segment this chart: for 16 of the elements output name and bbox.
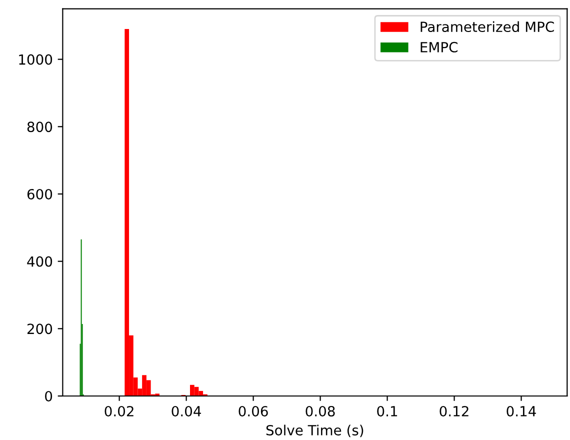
x-axis-title: Solve Time (s) <box>266 424 364 438</box>
y-tick-label: 200 <box>27 324 52 334</box>
y-tick-label: 800 <box>27 122 52 132</box>
x-tick-label: 0.08 <box>306 406 335 416</box>
legend-label: Parameterized MPC <box>420 21 554 32</box>
y-tick-label: 1000 <box>19 54 52 65</box>
legend-label: EMPC <box>420 42 458 52</box>
x-tick-label: 0.04 <box>172 406 201 416</box>
x-tick-label: 0.14 <box>506 406 536 416</box>
x-tick-label: 0.06 <box>238 406 268 416</box>
x-tick-label: 0.12 <box>440 406 468 416</box>
y-tick-label: 600 <box>27 188 52 200</box>
y-tick-label: 400 <box>27 256 52 267</box>
x-tick-label: 0.02 <box>104 406 134 416</box>
x-tick-label: 0.1 <box>377 406 398 416</box>
y-tick-label: 0 <box>45 390 52 402</box>
